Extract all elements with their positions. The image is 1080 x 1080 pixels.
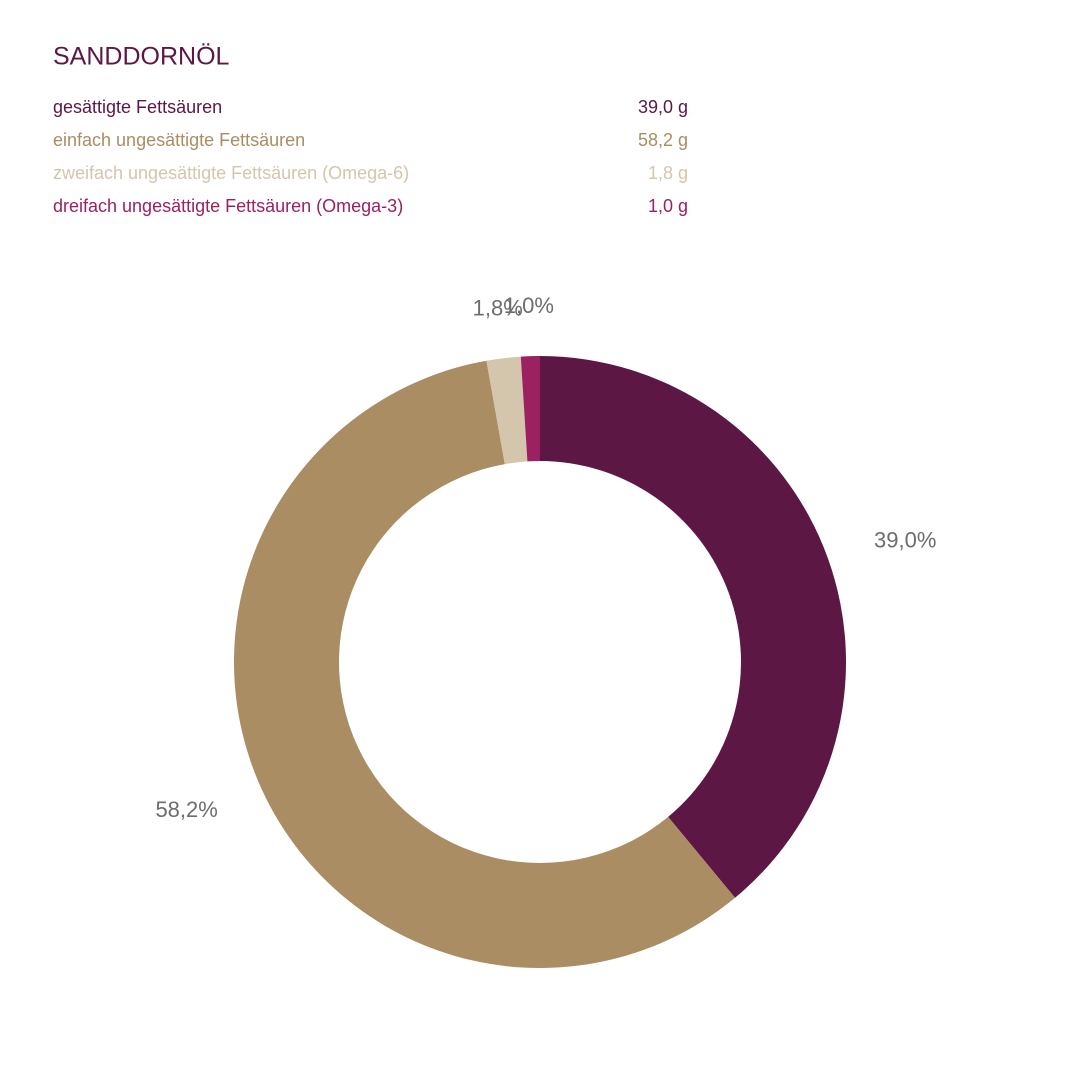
legend-label: einfach ungesättigte Fettsäuren [53, 130, 305, 150]
legend-value: 58,2 g [638, 130, 688, 150]
chart-title: SANDDORNÖL [53, 43, 230, 71]
legend-label: dreifach ungesättigte Fettsäuren (Omega-… [53, 196, 403, 216]
donut-slice [234, 360, 736, 968]
data-label: 1,0% [504, 293, 554, 318]
legend-label: gesättigte Fettsäuren [53, 97, 222, 117]
legend-value: 1,8 g [648, 163, 688, 183]
data-label: 58,2% [155, 797, 217, 822]
legend-label: zweifach ungesättigte Fettsäuren (Omega-… [53, 163, 409, 183]
donut-slice [486, 356, 528, 465]
data-label: 1,8% [473, 295, 523, 320]
donut-slice [540, 356, 846, 898]
data-label: 39,0% [874, 528, 936, 553]
legend-value: 1,0 g [648, 196, 688, 216]
legend-value: 39,0 g [638, 97, 688, 117]
donut-slice [520, 356, 540, 462]
